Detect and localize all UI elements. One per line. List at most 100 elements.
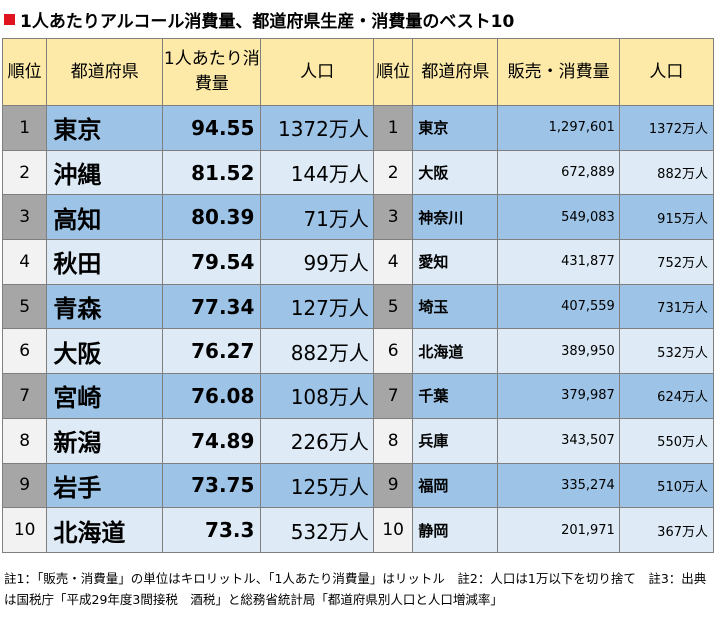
population-cell: 532万人 (260, 507, 374, 553)
prefecture-cell: 北海道 (46, 507, 164, 553)
population2-cell: 367万人 (618, 507, 714, 553)
consumption-cell: 79.54 (162, 239, 262, 285)
red-square-icon (4, 13, 15, 25)
population-cell: 127万人 (260, 283, 374, 330)
sales-cell: 389,950 (497, 328, 620, 375)
population2-cell: 882万人 (618, 149, 714, 196)
table-row: 1 東京 94.55 1372万人 1 東京 1,297,601 1372万人 (1, 105, 714, 151)
population-cell: 226万人 (260, 417, 374, 464)
consumption-cell: 81.52 (162, 149, 262, 196)
footnotes: 註1：「販売・消費量」の単位はキロリットル、「1人あたり消費量」はリットル 註2… (4, 571, 707, 607)
table-row: 7 宮崎 76.08 108万人 7 千葉 379,987 624万人 (1, 373, 714, 419)
population2-cell: 752万人 (618, 239, 714, 285)
rank2-cell: 10 (372, 507, 414, 553)
rank-cell: 2 (1, 149, 48, 196)
prefecture-cell: 青森 (46, 283, 164, 330)
table-row: 4 秋田 79.54 99万人 4 愛知 431,877 752万人 (1, 239, 714, 285)
sales-cell: 672,889 (497, 149, 620, 196)
page-title: 1人あたりアルコール消費量、都道府県生産・消費量のベスト10 (4, 2, 710, 36)
prefecture-cell: 宮崎 (46, 373, 164, 419)
rank2-cell: 4 (372, 239, 414, 285)
prefecture2-cell: 東京 (412, 105, 499, 151)
table-row: 2 沖縄 81.52 144万人 2 大阪 672,889 882万人 (1, 149, 714, 196)
title-text: 1人あたりアルコール消費量、都道府県生産・消費量のベスト10 (20, 11, 515, 32)
consumption-cell: 76.27 (162, 328, 262, 375)
table-row: 9 岩手 73.75 125万人 9 福岡 335,274 510万人 (1, 462, 714, 509)
rank2-cell: 9 (372, 462, 414, 509)
rank2-cell: 2 (372, 149, 414, 196)
prefecture2-cell: 静岡 (412, 507, 499, 553)
header-rank-left: 順位 (1, 38, 48, 106)
table-row: 10 北海道 73.3 532万人 10 静岡 201,971 367万人 (1, 507, 714, 553)
prefecture-cell: 秋田 (46, 239, 164, 285)
rank2-cell: 3 (372, 194, 414, 241)
consumption-cell: 76.08 (162, 373, 262, 419)
table-row: 8 新潟 74.89 226万人 8 兵庫 343,507 550万人 (1, 417, 714, 464)
population-cell: 108万人 (260, 373, 374, 419)
rank2-cell: 5 (372, 283, 414, 330)
rank-cell: 7 (1, 373, 48, 419)
rank2-cell: 8 (372, 417, 414, 464)
header-prefecture-right: 都道府県 (412, 38, 499, 106)
population-cell: 1372万人 (260, 105, 374, 151)
prefecture2-cell: 千葉 (412, 373, 499, 419)
consumption-cell: 77.34 (162, 283, 262, 330)
sales-cell: 1,297,601 (497, 105, 620, 151)
prefecture-cell: 東京 (46, 105, 164, 151)
sales-cell: 549,083 (497, 194, 620, 241)
sales-cell: 335,274 (497, 462, 620, 509)
population-cell: 882万人 (260, 328, 374, 375)
population2-cell: 532万人 (618, 328, 714, 375)
prefecture2-cell: 埼玉 (412, 283, 499, 330)
consumption-cell: 94.55 (162, 105, 262, 151)
population2-cell: 1372万人 (618, 105, 714, 151)
rank-cell: 9 (1, 462, 48, 509)
rank-cell: 6 (1, 328, 48, 375)
header-prefecture-left: 都道府県 (46, 38, 164, 106)
prefecture2-cell: 神奈川 (412, 194, 499, 241)
table-row: 3 高知 80.39 71万人 3 神奈川 549,083 915万人 (1, 194, 714, 241)
population-cell: 144万人 (260, 149, 374, 196)
rank-cell: 5 (1, 283, 48, 330)
table-row: 6 大阪 76.27 882万人 6 北海道 389,950 532万人 (1, 328, 714, 375)
prefecture-cell: 岩手 (46, 462, 164, 509)
header-population-left: 人口 (260, 38, 374, 106)
population2-cell: 550万人 (618, 417, 714, 464)
population-cell: 99万人 (260, 239, 374, 285)
population-cell: 71万人 (260, 194, 374, 241)
header-population-right: 人口 (618, 38, 714, 106)
rank2-cell: 1 (372, 105, 414, 151)
consumption-cell: 73.3 (162, 507, 262, 553)
population2-cell: 624万人 (618, 373, 714, 419)
rank-cell: 4 (1, 239, 48, 285)
population2-cell: 915万人 (618, 194, 714, 241)
sales-cell: 431,877 (497, 239, 620, 285)
consumption-cell: 74.89 (162, 417, 262, 464)
sales-cell: 201,971 (497, 507, 620, 553)
prefecture-cell: 新潟 (46, 417, 164, 464)
rank-cell: 1 (1, 105, 48, 151)
population-cell: 125万人 (260, 462, 374, 509)
consumption-cell: 73.75 (162, 462, 262, 509)
rank2-cell: 7 (372, 373, 414, 419)
prefecture-cell: 大阪 (46, 328, 164, 375)
prefecture2-cell: 北海道 (412, 328, 499, 375)
table-row: 5 青森 77.34 127万人 5 埼玉 407,559 731万人 (1, 283, 714, 330)
prefecture2-cell: 大阪 (412, 149, 499, 196)
rank2-cell: 6 (372, 328, 414, 375)
rank-cell: 8 (1, 417, 48, 464)
prefecture-cell: 高知 (46, 194, 164, 241)
header-sales: 販売・消費量 (497, 38, 620, 106)
header-rank-right: 順位 (372, 38, 414, 106)
sales-cell: 379,987 (497, 373, 620, 419)
header-row: 順位 都道府県 1人あたり消費量 人口 順位 都道府県 販売・消費量 人口 (1, 38, 714, 106)
sales-cell: 343,507 (497, 417, 620, 464)
header-consumption: 1人あたり消費量 (162, 38, 262, 106)
prefecture2-cell: 福岡 (412, 462, 499, 509)
sales-cell: 407,559 (497, 283, 620, 330)
population2-cell: 510万人 (618, 462, 714, 509)
rank-cell: 3 (1, 194, 48, 241)
consumption-cell: 80.39 (162, 194, 262, 241)
population2-cell: 731万人 (618, 283, 714, 330)
